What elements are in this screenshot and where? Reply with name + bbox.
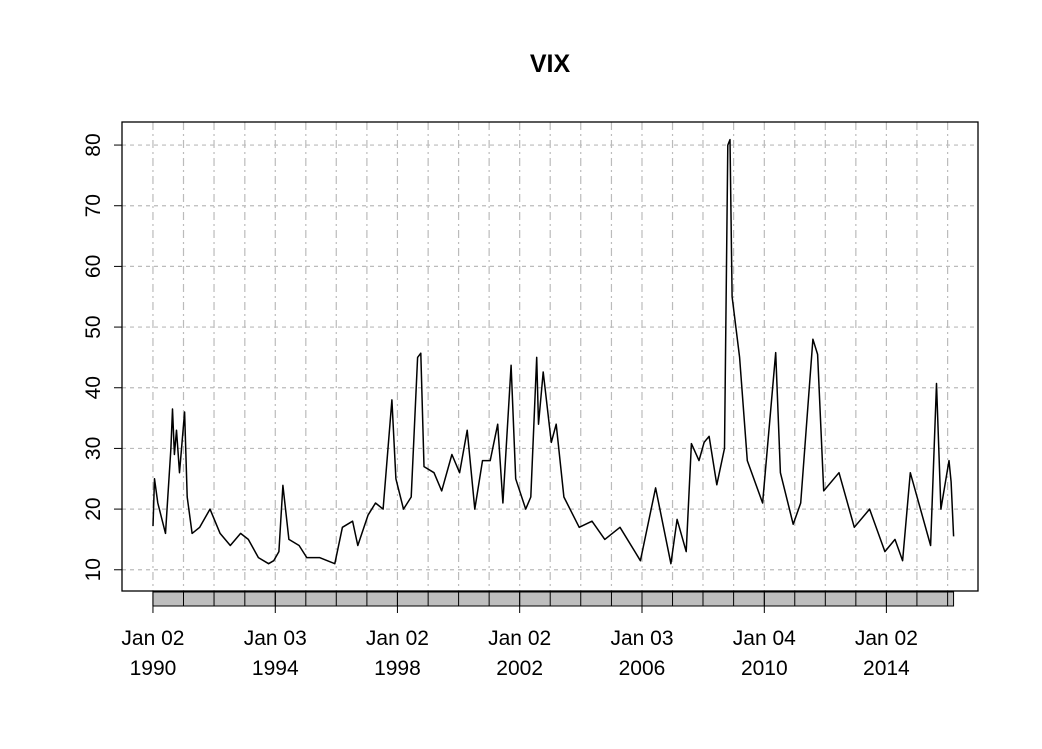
chart-title: VIX	[530, 50, 571, 78]
time-bar	[152, 591, 955, 607]
y-tick-label: 70	[82, 194, 105, 217]
x-tick-label: Jan 02 2014	[855, 627, 918, 680]
x-tick-label: Jan 03 1994	[244, 627, 307, 680]
x-tick-label: Jan 02 2002	[488, 627, 551, 680]
y-tick-label: 20	[82, 497, 105, 520]
x-tick-label: Jan 03 2006	[610, 627, 673, 680]
series-line	[152, 138, 955, 565]
x-tick-label: Jan 04 2010	[733, 627, 796, 680]
y-tick-label: 50	[82, 315, 105, 338]
y-tick-label: 10	[82, 558, 105, 581]
x-tick-label: Jan 02 1990	[121, 627, 184, 680]
plot-frame	[121, 121, 979, 592]
y-tick-label: 80	[82, 133, 105, 156]
y-tick-label: 40	[82, 376, 105, 399]
y-tick-label: 30	[82, 437, 105, 460]
x-tick-label: Jan 02 1998	[366, 627, 429, 680]
y-tick-label: 60	[82, 255, 105, 278]
